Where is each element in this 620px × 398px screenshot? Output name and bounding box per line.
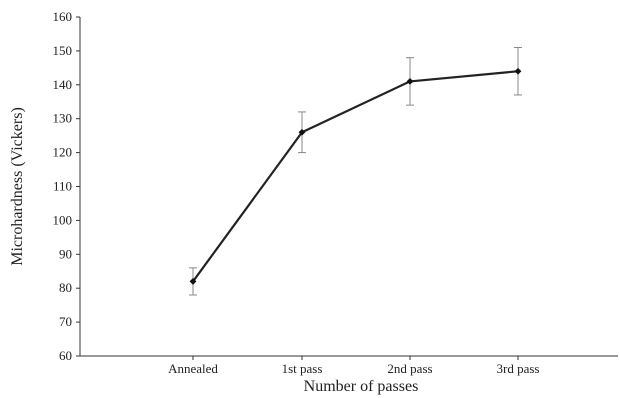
data-point (406, 78, 414, 85)
y-tick-label: 60 (59, 348, 72, 363)
y-tick-label: 110 (53, 179, 72, 194)
y-tick-label: 130 (53, 111, 73, 126)
y-tick-label: 140 (53, 77, 73, 92)
y-axis-title: Microhardness (Vickers) (9, 107, 26, 266)
x-tick-label: Annealed (168, 361, 218, 376)
x-tick-label: 2nd pass (387, 361, 432, 376)
y-tick-label: 70 (59, 314, 72, 329)
y-axis-ticks: 60 70 80 90 100 110 120 130 140 150 160 (53, 9, 80, 363)
x-axis-ticks: Annealed 1st pass 2nd pass 3rd pass (168, 356, 539, 376)
data-points (189, 67, 522, 285)
y-tick-label: 100 (53, 212, 73, 227)
error-bars (189, 47, 522, 296)
y-tick-label: 160 (53, 9, 73, 24)
y-tick-label: 150 (53, 43, 73, 58)
data-point (514, 67, 522, 75)
y-tick-label: 80 (59, 280, 72, 295)
y-tick-label: 90 (59, 246, 72, 261)
x-tick-label: 3rd pass (497, 361, 540, 376)
data-point (298, 128, 306, 136)
x-axis-title: Number of passes (304, 378, 419, 395)
data-point (189, 278, 197, 285)
x-tick-label: 1st pass (282, 361, 323, 376)
y-tick-label: 120 (53, 145, 73, 160)
series-line (192, 70, 519, 283)
series-lines (192, 70, 519, 283)
